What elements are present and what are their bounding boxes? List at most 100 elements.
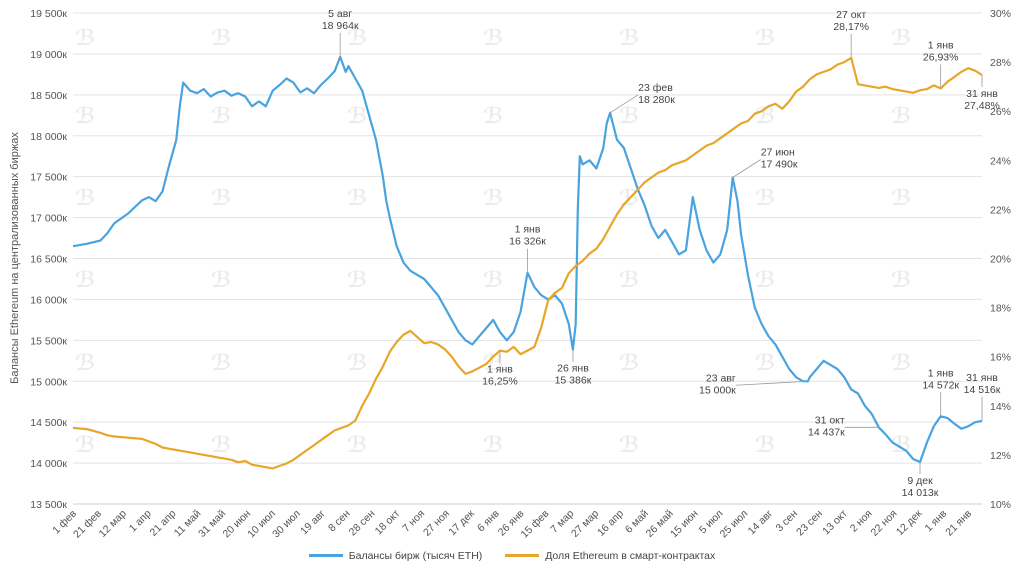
y-tick-label: 15 000к	[30, 376, 67, 388]
annotation-label: 1 янв 26,93%	[923, 39, 959, 63]
x-tick-label: 28 сен	[347, 508, 378, 539]
watermark-logo: ℬ	[891, 268, 911, 293]
watermark-logo: ℬ	[347, 186, 367, 211]
y-axis-right-ticks: 10% 12% 14% 16% 18% 20% 22% 24% 26% 28% 30%	[990, 8, 1011, 511]
watermark-logo: ℬ	[347, 268, 367, 293]
x-tick-label: 27 мар	[569, 508, 601, 540]
watermark-logo: ℬ	[619, 26, 639, 51]
annotation-label: 1 янв 16 326к	[509, 224, 546, 248]
annotation-leader	[732, 159, 761, 178]
watermark-logo: ℬ	[211, 186, 231, 211]
y2-tick-label: 16%	[990, 352, 1011, 364]
y-tick-label: 17 000к	[30, 213, 67, 225]
y2-tick-label: 18%	[990, 303, 1011, 315]
watermark-logo: ℬ	[75, 186, 95, 211]
watermark-logo: ℬ	[619, 351, 639, 376]
x-tick-label: 17 дек	[446, 507, 477, 538]
annotation-label: 23 фев 18 280к	[638, 82, 675, 106]
y2-tick-label: 14%	[990, 401, 1011, 413]
legend-swatch-share	[505, 554, 540, 557]
y2-tick-label: 20%	[990, 254, 1011, 266]
x-tick-label: 12 дек	[894, 507, 925, 538]
annotation-leader	[609, 94, 639, 114]
series-line-share	[72, 56, 983, 470]
annotation-label: 23 авг 15 000к	[699, 372, 736, 396]
x-tick-label: 18 окт	[373, 508, 403, 538]
x-tick-label: 16 апр	[595, 508, 626, 539]
y-tick-label: 16 000к	[30, 294, 67, 306]
watermark-logo: ℬ	[75, 268, 95, 293]
y-tick-label: 18 000к	[30, 131, 67, 143]
annotation-label: 31 янв 27,48%	[964, 88, 1000, 112]
legend: Балансы бирж (тысяч ETH) Доля Ethereum в…	[0, 548, 1024, 562]
watermark-logo: ℬ	[483, 104, 503, 129]
watermark-logo: ℬ	[891, 104, 911, 129]
x-tick-label: 30 июл	[270, 508, 303, 540]
grid-lines	[73, 12, 982, 505]
watermark-logo: ℬ	[619, 104, 639, 129]
y2-tick-label: 26%	[990, 106, 1011, 118]
watermark-logo: ℬ	[755, 104, 775, 129]
annotation-label: 27 июн 17 490к	[761, 146, 798, 170]
y-tick-label: 15 500к	[30, 335, 67, 347]
watermark-logo: ℬ	[891, 351, 911, 376]
watermark-logo: ℬ	[483, 186, 503, 211]
annotation-label: 5 авг 18 964к	[322, 8, 359, 32]
watermark-logo: ℬ	[347, 104, 367, 129]
annotation-label: 1 янв 16,25%	[482, 364, 518, 388]
watermark-logo: ℬ	[347, 433, 367, 458]
y-tick-label: 13 500к	[30, 499, 67, 511]
watermark-logo: ℬ	[75, 351, 95, 376]
x-tick-label: 23 сен	[794, 508, 825, 539]
watermark-logo: ℬ	[211, 104, 231, 129]
watermark-logo: ℬ	[619, 433, 639, 458]
y2-tick-label: 10%	[990, 499, 1011, 511]
y-tick-label: 14 500к	[30, 417, 67, 429]
watermark-logo: ℬ	[211, 433, 231, 458]
x-tick-label: 15 июн	[668, 507, 701, 540]
watermark-logo: ℬ	[75, 26, 95, 51]
watermark-logo: ℬ	[483, 433, 503, 458]
x-tick-label: 19 авг	[298, 508, 328, 538]
annotations: 5 авг 18 964к 1 янв 16 326к 23 фев 18 280к 26 …	[322, 8, 1001, 499]
y2-tick-label: 12%	[990, 450, 1011, 462]
x-tick-label: 14 авг	[746, 508, 776, 538]
annotation-label: 26 янв 15 386к	[555, 363, 592, 387]
legend-item-share[interactable]: Доля Ethereum в смарт-контрактах	[505, 550, 715, 562]
chart: ℬ ℬ ℬ ℬ ℬ ℬ ℬ ℬ ℬ ℬ ℬ ℬ ℬ ℬ ℬ ℬ ℬ ℬ ℬ ℬ ℬ ℬ ℬ ℬ ℬ ℬ ℬ ℬ ℬ ℬ ℬ ℬ ℬ ℬ ℬ ℬ ℬ ℬ ℬ ℬ…	[9, 8, 1011, 540]
y-tick-label: 19 000к	[30, 49, 67, 61]
series-lines	[72, 55, 983, 470]
y-tick-label: 16 500к	[30, 254, 67, 266]
watermark-logo: ℬ	[483, 351, 503, 376]
y2-tick-label: 24%	[990, 155, 1011, 167]
watermark-logo: ℬ	[755, 26, 775, 51]
watermark-layer: ℬ ℬ ℬ ℬ ℬ ℬ ℬ ℬ ℬ ℬ ℬ ℬ ℬ ℬ ℬ ℬ ℬ ℬ ℬ ℬ ℬ ℬ ℬ ℬ ℬ ℬ ℬ ℬ ℬ ℬ ℬ ℬ ℬ ℬ ℬ ℬ ℬ ℬ ℬ ℬ…	[75, 26, 911, 458]
y-tick-label: 19 500к	[30, 8, 67, 20]
watermark-logo: ℬ	[619, 268, 639, 293]
y-axis-label: Балансы Ethereum на централизованных бир…	[9, 132, 21, 384]
annotation-leader	[735, 380, 808, 386]
watermark-logo: ℬ	[211, 268, 231, 293]
x-tick-label: 13 окт	[820, 508, 850, 538]
watermark-logo: ℬ	[347, 351, 367, 376]
y-axis-left-ticks: 13 500к 14 000к 14 500к 15 000к 15 500к 16 00…	[30, 8, 67, 511]
watermark-logo: ℬ	[891, 186, 911, 211]
annotation-label: 27 окт 28,17%	[833, 9, 869, 33]
watermark-logo: ℬ	[755, 268, 775, 293]
legend-swatch-balances	[308, 554, 343, 557]
legend-label-balances: Балансы бирж (тысяч ETH)	[348, 549, 483, 562]
annotation-label: 9 дек 14 013к	[902, 475, 939, 499]
x-tick-label: 25 июл	[718, 508, 751, 540]
watermark-logo: ℬ	[483, 268, 503, 293]
y-tick-label: 18 500к	[30, 90, 67, 102]
legend-label-share: Доля Ethereum в смарт-контрактах	[545, 549, 716, 562]
annotation-label: 31 окт 14 437к	[808, 414, 845, 438]
x-tick-label: 22 ноя	[868, 508, 899, 539]
annotation-label: 1 янв 14 572к	[922, 367, 959, 391]
annotation-label: 31 янв 14 516к	[964, 372, 1001, 396]
legend-item-balances[interactable]: Балансы бирж (тысяч ETH)	[308, 549, 483, 562]
y2-tick-label: 30%	[990, 8, 1011, 20]
watermark-logo: ℬ	[755, 433, 775, 458]
y2-tick-label: 28%	[990, 57, 1011, 69]
